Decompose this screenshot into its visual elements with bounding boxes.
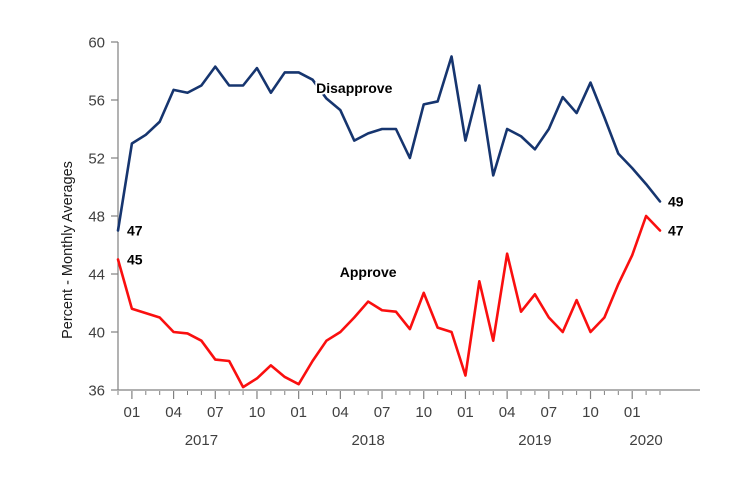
- series-annotations: Disapprove Approve: [314, 78, 398, 282]
- series-line-approve: [116, 214, 662, 389]
- x-axis-tick-label: 07: [540, 404, 557, 421]
- x-axis-tick-label: 01: [124, 404, 141, 421]
- x-axis-tick-label: 01: [290, 404, 307, 421]
- x-axis-tick-label: 10: [415, 404, 432, 421]
- x-axis-tick-label: 10: [582, 404, 599, 421]
- x-axis-tick-label: 04: [332, 404, 349, 421]
- x-axis-year-label: 2019: [518, 432, 551, 449]
- x-axis-tick-label: 04: [165, 404, 182, 421]
- series-line-disapprove: [116, 55, 662, 232]
- x-axis-year-label: 2020: [629, 432, 662, 449]
- start-value-label-disapprove: 47: [127, 223, 143, 239]
- y-axis-tick-label: 56: [88, 93, 105, 110]
- annotation-disapprove: Disapprove: [316, 80, 392, 96]
- series-lines: 47 49 45 47: [116, 55, 684, 389]
- end-value-label-approve: 47: [668, 223, 684, 239]
- x-axis-tick-label: 01: [624, 404, 641, 421]
- y-axis-title: Percent - Monthly Averages: [60, 161, 76, 339]
- end-value-label-disapprove: 49: [668, 194, 684, 210]
- y-axis-tick-label: 52: [88, 151, 105, 168]
- y-axis-tick-label: 44: [88, 267, 105, 284]
- y-axis-tick-label: 36: [88, 383, 105, 400]
- x-axis-tick-label: 01: [457, 404, 474, 421]
- x-axis-tick-label: 07: [374, 404, 391, 421]
- annotation-approve: Approve: [340, 264, 397, 280]
- start-value-label-approve: 45: [127, 252, 143, 268]
- x-axis-year-label: 2017: [185, 432, 218, 449]
- y-axis-tick-label: 40: [88, 325, 105, 342]
- y-axis: 36 40 44 48 52 56 60: [88, 35, 119, 400]
- x-axis-tick-label: 04: [499, 404, 516, 421]
- x-axis-tick-label: 10: [249, 404, 266, 421]
- x-axis-year-label: 2018: [351, 432, 384, 449]
- y-axis-tick-label: 48: [88, 209, 105, 226]
- x-axis: 01 04 07 10 01 04 07 10 01 04 07 10 01 2017 2018 2019 20…: [117, 389, 700, 449]
- y-axis-tick-label: 60: [88, 35, 105, 52]
- x-axis-tick-label: 07: [207, 404, 224, 421]
